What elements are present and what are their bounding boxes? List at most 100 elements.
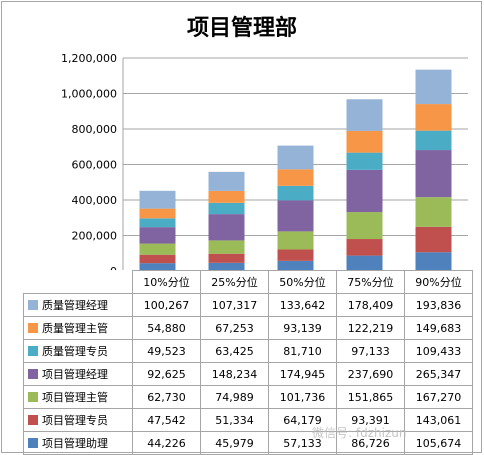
bar-segment (415, 69, 452, 105)
category-label: 25%分位 (200, 270, 269, 294)
bar-segment (277, 169, 314, 186)
bar-segment (277, 249, 314, 261)
bar-segment (277, 185, 314, 201)
legend-entry: 项目管理专员 (23, 408, 133, 432)
bar-segment (277, 231, 314, 250)
bar-segment (346, 239, 383, 256)
table-row: 项目管理经理 92,625 148,234 174,945 237,690 265,347 (23, 362, 473, 386)
y-tick-label: 0 (110, 265, 117, 270)
series-name: 项目管理经理 (42, 368, 108, 381)
bar-segment (208, 253, 245, 263)
data-value: 101,736 (268, 385, 337, 409)
y-axis-ticks: 0 200,000 400,000 600,000 800,000 1,000,000 1,… (61, 52, 117, 270)
bar-segment (208, 202, 245, 215)
data-value: 47,542 (132, 408, 201, 432)
category-label: 90%分位 (404, 270, 473, 294)
bar-segment (415, 104, 452, 131)
bar-segment (346, 130, 383, 153)
legend-swatch (28, 346, 38, 356)
data-value: 81,710 (268, 339, 337, 363)
legend-swatch (28, 369, 38, 379)
bar-segment (415, 130, 452, 151)
series-name: 项目管理主管 (42, 391, 108, 404)
table-corner (23, 270, 133, 294)
data-value: 93,139 (268, 316, 337, 340)
data-value: 109,433 (404, 339, 473, 363)
bar-segment (415, 197, 452, 227)
data-value: 151,865 (336, 385, 405, 409)
bar-segment (346, 99, 383, 131)
gridlines (122, 57, 468, 270)
table-row: 质量管理经理 100,267 107,317 133,642 178,409 193,83… (23, 293, 473, 317)
bar-segment (415, 150, 452, 198)
legend-entry: 质量管理专员 (23, 339, 133, 363)
category-label: 10%分位 (132, 270, 201, 294)
data-value: 237,690 (336, 362, 405, 386)
bar-segment (277, 145, 314, 170)
category-header-row: 10%分位 25%分位 50%分位 75%分位 90%分位 (23, 270, 473, 294)
bar-segment (346, 255, 383, 270)
data-value: 167,270 (404, 385, 473, 409)
bar-segment (208, 190, 245, 203)
legend-swatch (28, 392, 38, 402)
y-tick-label: 200,000 (72, 230, 118, 243)
bars (139, 69, 452, 270)
bar-segment (139, 263, 176, 270)
plot-area: 0 200,000 400,000 600,000 800,000 1,000,000 1,… (61, 52, 468, 270)
table-row: 项目管理助理 44,226 45,979 57,133 86,726 105,674 (23, 431, 473, 455)
bar-segment (208, 240, 245, 254)
legend-entry: 质量管理经理 (23, 293, 133, 317)
watermark-text: 微信号: fdzhizun (312, 426, 407, 440)
category-label: 75%分位 (336, 270, 405, 294)
data-value: 57,133 (268, 431, 337, 455)
legend-entry: 项目管理助理 (23, 431, 133, 455)
legend-entry: 项目管理经理 (23, 362, 133, 386)
data-value: 86,726 (336, 431, 405, 455)
series-name: 质量管理经理 (42, 299, 108, 312)
bar-segment (346, 152, 383, 170)
series-name: 项目管理助理 (42, 437, 108, 450)
y-tick-label: 1,000,000 (61, 88, 117, 101)
bar-segment (415, 252, 452, 270)
bar-segment (139, 243, 176, 255)
bar-segment (277, 200, 314, 232)
data-value: 44,226 (132, 431, 201, 455)
bar-segment (277, 260, 314, 270)
data-value: 92,625 (132, 362, 201, 386)
data-value: 265,347 (404, 362, 473, 386)
data-value: 122,219 (336, 316, 405, 340)
table-row: 项目管理专员 47,542 51,334 64,179 93,391 143,061 (23, 408, 473, 432)
legend-swatch (28, 323, 38, 333)
bar-segment (415, 226, 452, 253)
y-tick-label: 400,000 (72, 194, 118, 207)
legend-swatch (28, 415, 38, 425)
bar-segment (139, 218, 176, 228)
data-value: 74,989 (200, 385, 269, 409)
series-name: 质量管理专员 (42, 345, 108, 358)
bar-segment (139, 208, 176, 219)
data-value: 143,061 (404, 408, 473, 432)
series-name: 质量管理主管 (42, 322, 108, 335)
table-row: 项目管理主管 62,730 74,989 101,736 151,865 167,270 (23, 385, 473, 409)
series-name: 项目管理专员 (42, 414, 108, 427)
data-value: 51,334 (200, 408, 269, 432)
data-table: 10%分位 25%分位 50%分位 75%分位 90%分位 质量管理经理 100,267 1… (23, 270, 473, 455)
table-row: 质量管理主管 54,880 67,253 93,139 122,219 149,683 (23, 316, 473, 340)
data-value: 133,642 (268, 293, 337, 317)
data-value: 67,253 (200, 316, 269, 340)
category-label: 50%分位 (268, 270, 337, 294)
legend-swatch (28, 438, 38, 448)
legend-entry: 质量管理主管 (23, 316, 133, 340)
bar-segment (346, 169, 383, 213)
bar-segment (139, 254, 176, 264)
y-tick-label: 1,200,000 (61, 52, 117, 65)
legend-swatch (28, 300, 38, 310)
bar-segment (346, 212, 383, 240)
data-value: 62,730 (132, 385, 201, 409)
bar-segment (139, 190, 176, 209)
data-value: 63,425 (200, 339, 269, 363)
bar-segment (208, 214, 245, 241)
data-value: 54,880 (132, 316, 201, 340)
data-value: 149,683 (404, 316, 473, 340)
data-value: 97,133 (336, 339, 405, 363)
